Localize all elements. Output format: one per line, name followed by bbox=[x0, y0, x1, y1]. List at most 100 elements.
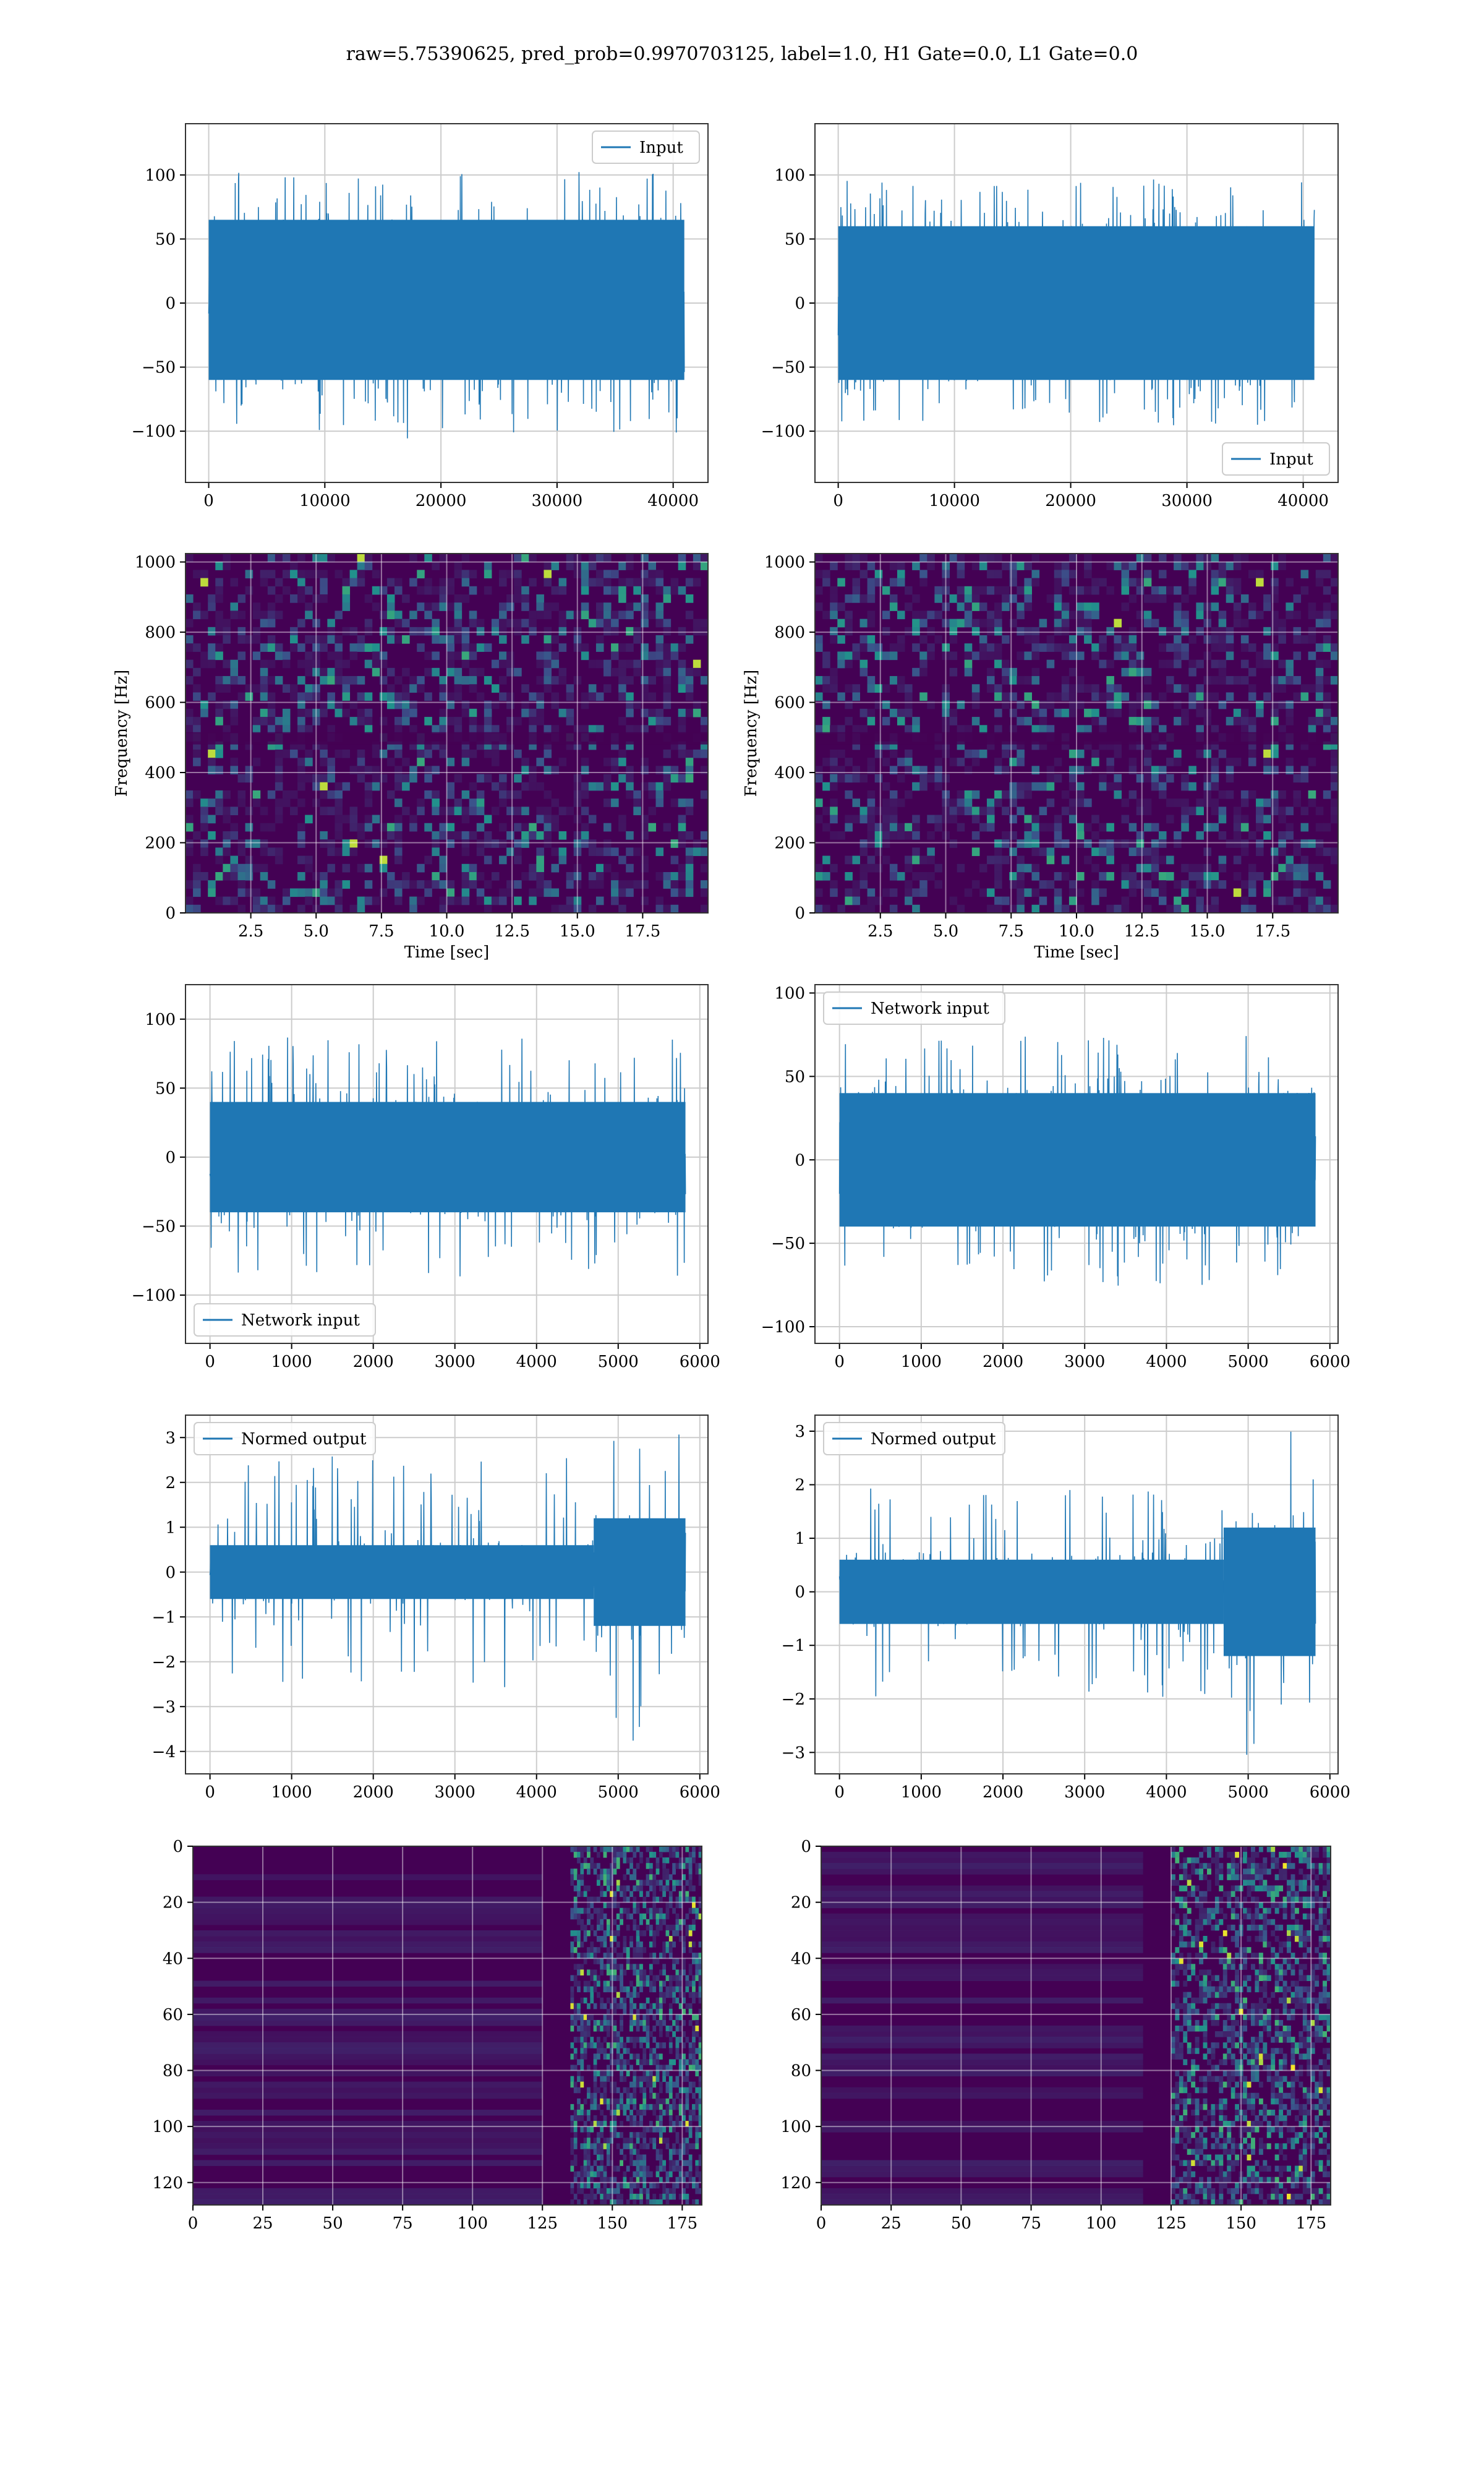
heatmap-cell bbox=[327, 863, 335, 873]
heatmap-cell bbox=[889, 888, 898, 897]
heatmap-cell bbox=[695, 2070, 699, 2077]
heatmap-cell bbox=[603, 570, 612, 579]
heatmap-cell bbox=[499, 676, 507, 685]
heatmap-cell bbox=[845, 855, 853, 865]
heatmap-cell bbox=[905, 749, 913, 758]
heatmap-cell bbox=[611, 766, 619, 775]
heatmap-cell bbox=[1002, 807, 1010, 816]
heatmap-cell bbox=[1121, 578, 1130, 587]
heatmap-cell bbox=[668, 2076, 673, 2082]
heatmap-row-shade bbox=[821, 2031, 1143, 2037]
heatmap-cell bbox=[698, 1997, 702, 2004]
heatmap-cell bbox=[342, 676, 351, 685]
heatmap-cell bbox=[1046, 766, 1055, 775]
heatmap-cell bbox=[1151, 847, 1159, 857]
heatmap-cell bbox=[454, 676, 463, 685]
heatmap-cell bbox=[590, 1992, 594, 1998]
heatmap-cell bbox=[320, 594, 328, 603]
heatmap-cell bbox=[1174, 554, 1182, 562]
heatmap-cell bbox=[642, 1880, 647, 1886]
heatmap-cell bbox=[1315, 659, 1324, 669]
heatmap-cell bbox=[1256, 871, 1264, 881]
heatmap-cell bbox=[663, 627, 672, 636]
heatmap-cell bbox=[267, 676, 276, 685]
heatmap-cell bbox=[698, 1941, 702, 1948]
heatmap-cell bbox=[815, 774, 823, 783]
heatmap-cell bbox=[603, 1852, 607, 1858]
heatmap-cell bbox=[655, 2182, 660, 2189]
heatmap-cell bbox=[1203, 1913, 1208, 1920]
heatmap-cell bbox=[237, 627, 246, 636]
heatmap-cell bbox=[618, 676, 626, 685]
heatmap-cell bbox=[695, 2031, 699, 2037]
heatmap-cell bbox=[1068, 700, 1077, 709]
heatmap-cell bbox=[620, 1986, 623, 1993]
heatmap-cell bbox=[544, 562, 552, 570]
heatmap-cell bbox=[1183, 2160, 1188, 2167]
heatmap-cell bbox=[648, 807, 656, 816]
heatmap-cell bbox=[394, 676, 403, 685]
heatmap-cell bbox=[327, 758, 335, 766]
heatmap-cell bbox=[394, 766, 403, 775]
heatmap-cell bbox=[626, 676, 634, 685]
heatmap-cell bbox=[1183, 2171, 1188, 2178]
heatmap-cell bbox=[312, 774, 320, 783]
heatmap-cell bbox=[672, 1997, 676, 2004]
heatmap-cell bbox=[1061, 643, 1070, 652]
heatmap-cell bbox=[678, 2059, 683, 2065]
heatmap-cell bbox=[1084, 725, 1092, 734]
heatmap-cell bbox=[964, 749, 973, 758]
heatmap-cell bbox=[633, 1919, 637, 1925]
heatmap-cell bbox=[882, 888, 890, 897]
heatmap-cell bbox=[678, 2171, 683, 2178]
heatmap-cell bbox=[1143, 717, 1152, 726]
heatmap-cell bbox=[379, 749, 388, 758]
heatmap-cell bbox=[1300, 684, 1309, 693]
heatmap-cell bbox=[655, 2070, 660, 2077]
heatmap-cell bbox=[349, 676, 358, 685]
heatmap-cell bbox=[639, 2065, 643, 2071]
heatmap-cell bbox=[626, 2070, 630, 2077]
heatmap-cell bbox=[927, 562, 935, 570]
heatmap-cell bbox=[1211, 1907, 1216, 1914]
heatmap-cell bbox=[1308, 790, 1316, 799]
heatmap-cell bbox=[957, 790, 965, 799]
heatmap-cell bbox=[1256, 839, 1264, 848]
heatmap-cell bbox=[417, 602, 425, 611]
heatmap-cell bbox=[1183, 2177, 1188, 2183]
heatmap-cell bbox=[646, 2165, 650, 2172]
heatmap-cell bbox=[620, 2199, 623, 2206]
heatmap-cell bbox=[700, 888, 709, 897]
heatmap-cell bbox=[845, 888, 853, 897]
heatmap-cell bbox=[267, 880, 276, 889]
heatmap-cell bbox=[596, 2138, 600, 2144]
heatmap-cell bbox=[1187, 2098, 1192, 2105]
heatmap-cell bbox=[668, 2008, 673, 2015]
heatmap-cell bbox=[1206, 2165, 1211, 2172]
heatmap-cell bbox=[685, 2098, 689, 2105]
heatmap-cell bbox=[882, 823, 890, 832]
heatmap-cell bbox=[1263, 798, 1271, 807]
heatmap-cell bbox=[1039, 717, 1047, 726]
heatmap-cell bbox=[649, 1924, 653, 1931]
y-tick-label: −100 bbox=[761, 422, 805, 441]
heatmap-cell bbox=[297, 700, 305, 709]
heatmap-cell bbox=[1203, 1919, 1208, 1925]
heatmap-cell bbox=[1061, 610, 1070, 620]
heatmap-cell bbox=[678, 2154, 683, 2160]
heatmap-cell bbox=[491, 659, 500, 669]
heatmap-cell bbox=[1175, 1958, 1180, 1964]
heatmap-cell bbox=[1323, 610, 1331, 620]
heatmap-cell bbox=[668, 1947, 673, 1953]
heatmap-cell bbox=[678, 815, 686, 824]
heatmap-cell bbox=[1203, 1953, 1208, 1959]
heatmap-cell bbox=[662, 1992, 667, 1998]
heatmap-cell bbox=[1174, 798, 1182, 807]
heatmap-cell bbox=[685, 749, 694, 758]
heatmap-cell bbox=[867, 717, 876, 726]
heatmap-cell bbox=[570, 2065, 574, 2071]
heatmap-cell bbox=[1183, 1896, 1188, 1903]
heatmap-cell bbox=[544, 839, 552, 848]
heatmap-cell bbox=[1278, 831, 1286, 840]
heatmap-cell bbox=[593, 2115, 597, 2121]
